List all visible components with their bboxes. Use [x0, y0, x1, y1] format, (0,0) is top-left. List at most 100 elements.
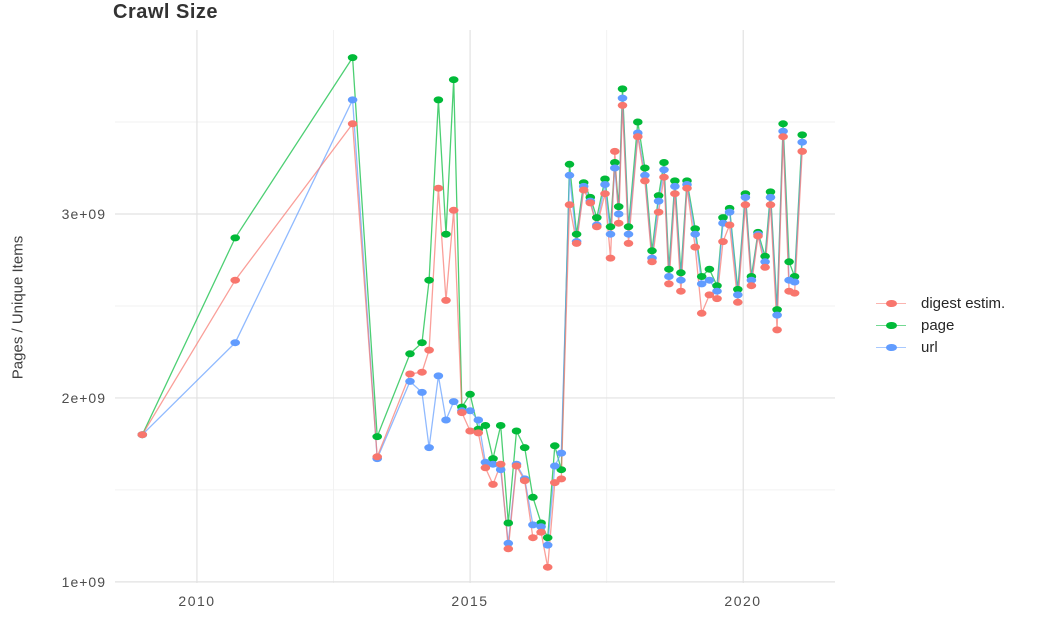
data-point-page	[230, 234, 240, 242]
legend-item-url: url	[876, 336, 1005, 358]
data-point-digest estim.	[682, 184, 692, 192]
legend: digest estim. page url	[876, 292, 1005, 358]
data-point-digest estim.	[753, 232, 763, 240]
data-point-digest estim.	[647, 258, 657, 266]
data-point-digest estim.	[578, 186, 589, 194]
data-point-page	[347, 54, 358, 62]
data-point-url	[797, 138, 807, 146]
data-point-page	[405, 350, 415, 358]
data-point-page	[564, 160, 575, 168]
data-point-page	[733, 285, 743, 293]
data-point-url	[495, 466, 506, 474]
data-point-digest estim.	[465, 427, 475, 435]
data-point-url	[653, 197, 664, 205]
data-point-page	[676, 269, 686, 277]
data-point-url	[760, 258, 770, 266]
data-point-digest estim.	[417, 368, 427, 376]
data-point-url	[556, 449, 567, 457]
y-tick-label-3e09: 3e+09	[61, 206, 106, 222]
legend-key-digest	[876, 296, 906, 310]
data-point-page	[571, 230, 582, 238]
data-point-page	[659, 159, 669, 166]
data-point-url	[424, 444, 434, 452]
x-tick-label-2015: 2015	[451, 593, 489, 609]
data-point-page	[765, 188, 776, 196]
data-point-url	[690, 230, 700, 238]
legend-label-page: page	[921, 316, 955, 334]
data-point-url	[347, 96, 358, 104]
data-point-page	[550, 442, 560, 450]
data-point-digest estim.	[480, 464, 491, 472]
data-point-digest estim.	[746, 282, 757, 290]
data-point-digest estim.	[448, 206, 459, 214]
data-point-digest estim.	[676, 287, 686, 295]
data-point-page	[433, 96, 444, 104]
data-point-digest estim.	[536, 528, 546, 536]
x-tick-label-2010: 2010	[178, 593, 216, 609]
data-point-page	[653, 192, 664, 200]
data-point-url	[613, 210, 624, 218]
data-point-digest estim.	[760, 263, 770, 271]
data-point-digest estim.	[542, 563, 553, 571]
data-point-digest estim.	[592, 223, 602, 231]
data-point-digest estim.	[495, 460, 506, 468]
data-point-page	[647, 247, 657, 255]
data-point-digest estim.	[511, 462, 522, 470]
data-point-digest estim.	[600, 190, 610, 198]
data-point-page	[640, 164, 650, 172]
data-point-url	[550, 462, 560, 470]
y-tick-label-1e09: 1e+09	[61, 574, 106, 590]
data-point-page	[778, 120, 788, 128]
data-point-digest estim.	[441, 296, 451, 304]
data-point-digest estim.	[556, 475, 567, 483]
data-point-page	[772, 306, 782, 314]
data-point-digest estim.	[670, 190, 680, 198]
legend-key-url	[876, 340, 906, 354]
data-point-digest estim.	[772, 326, 782, 334]
data-point-url	[772, 311, 782, 319]
data-point-url	[473, 416, 484, 424]
data-point-digest estim.	[704, 291, 715, 299]
data-point-url	[623, 230, 634, 238]
data-point-page	[610, 159, 620, 166]
data-point-digest estim.	[610, 147, 620, 155]
data-point-digest estim.	[605, 254, 616, 262]
data-point-page	[519, 444, 530, 452]
data-point-digest estim.	[653, 208, 664, 216]
legend-key-page	[876, 318, 906, 332]
data-point-page	[696, 273, 707, 280]
data-point-page	[556, 466, 567, 474]
data-point-url	[746, 276, 757, 284]
data-point-url	[230, 339, 240, 347]
data-point-digest estim.	[137, 431, 148, 439]
data-point-url	[696, 280, 707, 288]
data-point-page	[712, 282, 722, 290]
data-point-url	[503, 539, 514, 547]
data-point-digest estim.	[765, 201, 776, 209]
data-point-page	[542, 534, 553, 542]
data-point-page	[448, 76, 459, 84]
data-point-page	[633, 118, 643, 126]
series-line-digest estim.	[141, 105, 803, 568]
data-point-digest estim.	[550, 479, 560, 487]
data-point-url	[405, 377, 415, 385]
data-point-digest estim.	[488, 480, 498, 488]
data-point-url	[789, 278, 800, 286]
data-point-page	[465, 390, 475, 398]
data-point-digest estim.	[690, 243, 700, 251]
data-point-url	[600, 181, 610, 188]
data-point-digest estim.	[347, 120, 358, 128]
data-point-url	[610, 164, 620, 172]
data-point-url	[465, 407, 475, 415]
data-point-url	[542, 541, 553, 549]
data-point-digest estim.	[457, 409, 467, 417]
data-point-digest estim.	[372, 453, 383, 461]
data-point-page	[592, 214, 602, 222]
data-point-digest estim.	[664, 280, 674, 288]
data-point-url	[712, 287, 722, 295]
data-point-url	[778, 127, 788, 135]
data-point-digest estim.	[718, 238, 728, 246]
data-point-page	[760, 252, 770, 260]
